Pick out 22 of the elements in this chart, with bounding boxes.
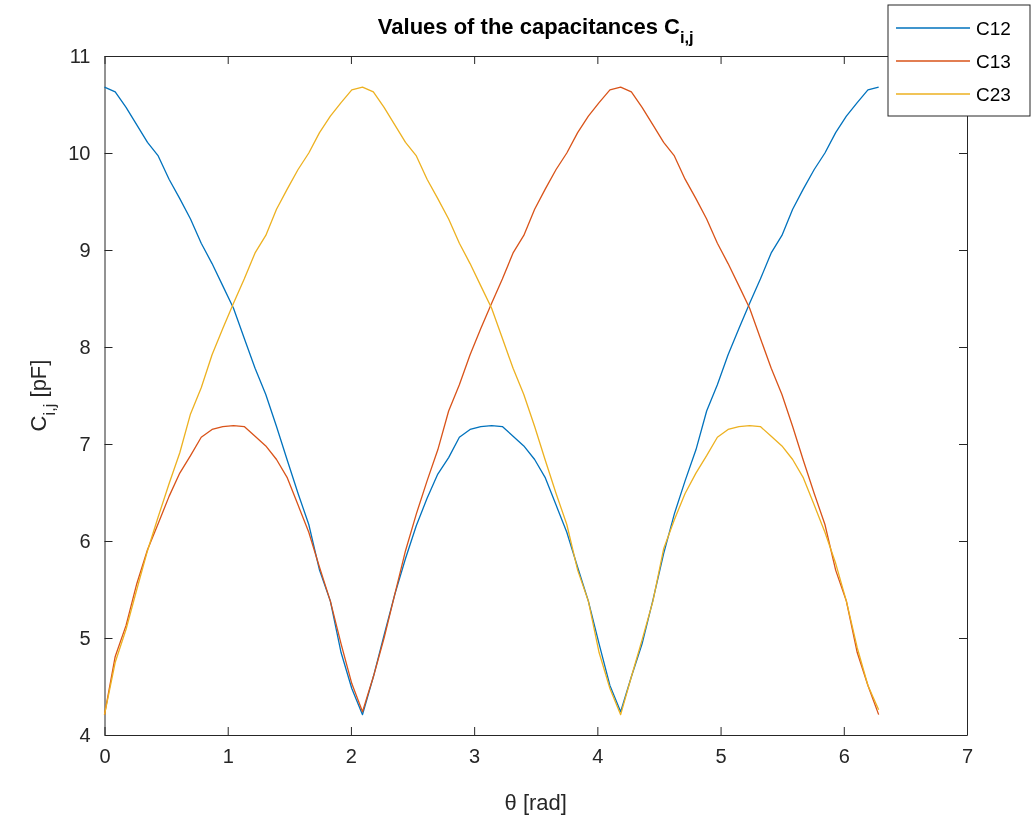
- legend-label: C13: [976, 51, 1011, 72]
- y-tick-label: 7: [79, 432, 91, 455]
- y-tick-label: 5: [79, 626, 91, 649]
- x-tick-label: 3: [469, 745, 481, 768]
- x-tick-label: 5: [715, 745, 727, 768]
- x-axis-title: θ [rad]: [504, 790, 567, 815]
- chart-title: Values of the capacitances C$_{i,j}$: [377, 14, 694, 46]
- y-tick-label: 4: [79, 723, 91, 746]
- y-tick-label: 11: [69, 44, 91, 67]
- y-tick-label: 9: [79, 238, 91, 261]
- y-tick-label: 6: [79, 529, 91, 552]
- x-tick-label: 7: [961, 745, 974, 768]
- x-tick-label: 2: [345, 745, 357, 768]
- legend-label: C23: [976, 84, 1011, 105]
- x-tick-label: 4: [592, 745, 604, 768]
- line-series: [103, 86, 880, 716]
- x-tick-label: 1: [222, 745, 234, 768]
- x-tick-label: 6: [838, 745, 850, 768]
- legend-label: C12: [976, 18, 1011, 39]
- x-tick-label: 0: [99, 745, 111, 768]
- y-tick-label: 10: [68, 141, 91, 164]
- y-tick-label: 8: [79, 335, 91, 358]
